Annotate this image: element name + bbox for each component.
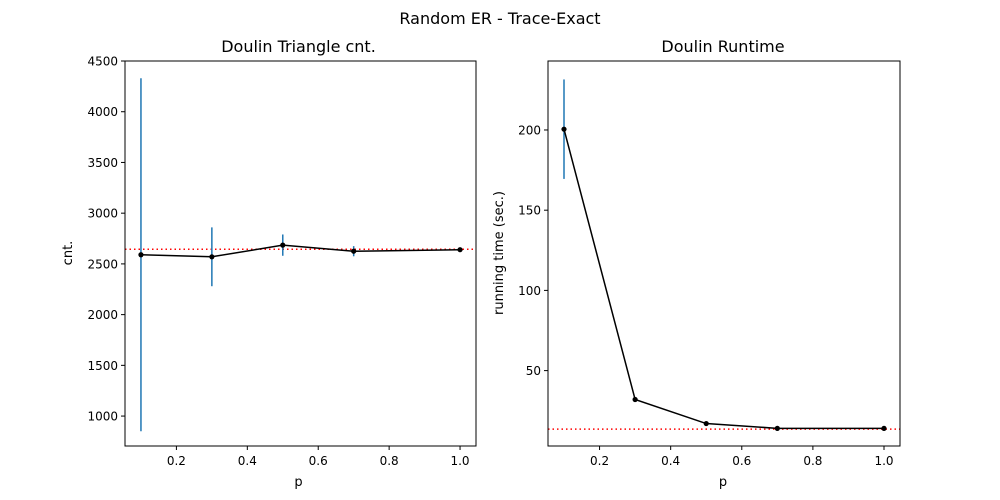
y-tick-label: 1000 — [87, 410, 118, 424]
panel-runtime: Doulin Runtime p running time (sec.) 0.2… — [492, 37, 901, 490]
series-line — [140, 244, 461, 258]
data-point — [703, 420, 709, 427]
y-tick-label: 1500 — [87, 359, 118, 373]
data-point — [138, 252, 144, 258]
x-tick-label: 0.4 — [661, 454, 680, 468]
x-axis-label: p — [294, 475, 302, 490]
x-tick-label: 1.0 — [874, 454, 893, 468]
x-tick-label: 0.2 — [590, 454, 609, 468]
x-tick-label: 0.6 — [309, 454, 328, 468]
series-line — [563, 128, 884, 430]
chart-title: Doulin Triangle cnt. — [221, 37, 376, 56]
plot-frame — [124, 60, 477, 447]
data-point — [881, 425, 887, 431]
x-tick-label: 0.2 — [167, 454, 186, 468]
y-tick-label: 100 — [518, 284, 541, 298]
data-point — [351, 248, 357, 254]
y-tick-label: 4500 — [87, 55, 118, 69]
x-tick-label: 0.4 — [238, 454, 257, 468]
data-point — [774, 425, 780, 431]
x-tick-label: 0.6 — [732, 454, 751, 468]
plot-frame — [547, 60, 901, 447]
y-tick-label: 3000 — [87, 207, 118, 221]
x-tick-label: 0.8 — [380, 454, 399, 468]
panel-triangle-count: Doulin Triangle cnt. p cnt. 0.2 0.4 0.6 0.8… — [61, 37, 477, 490]
y-axis-label: cnt. — [61, 241, 76, 266]
y-tick-label: 2500 — [87, 257, 118, 271]
data-point — [280, 242, 286, 248]
chart-title: Doulin Runtime — [661, 37, 784, 56]
y-tick-label: 150 — [518, 204, 541, 218]
y-tick-label: 3500 — [87, 156, 118, 170]
data-point — [561, 126, 567, 132]
data-point — [457, 247, 463, 253]
y-tick-label: 50 — [526, 364, 541, 378]
data-point — [209, 254, 215, 260]
y-tick-label: 200 — [518, 123, 541, 137]
figure-suptitle: Random ER - Trace-Exact — [399, 9, 600, 28]
x-axis-label: p — [719, 475, 727, 490]
y-axis-label: running time (sec.) — [492, 191, 507, 315]
x-tick-label: 0.8 — [803, 454, 822, 468]
x-tick-label: 1.0 — [450, 454, 469, 468]
y-tick-label: 4000 — [87, 105, 118, 119]
data-point — [632, 396, 638, 403]
y-tick-label: 2000 — [87, 308, 118, 322]
